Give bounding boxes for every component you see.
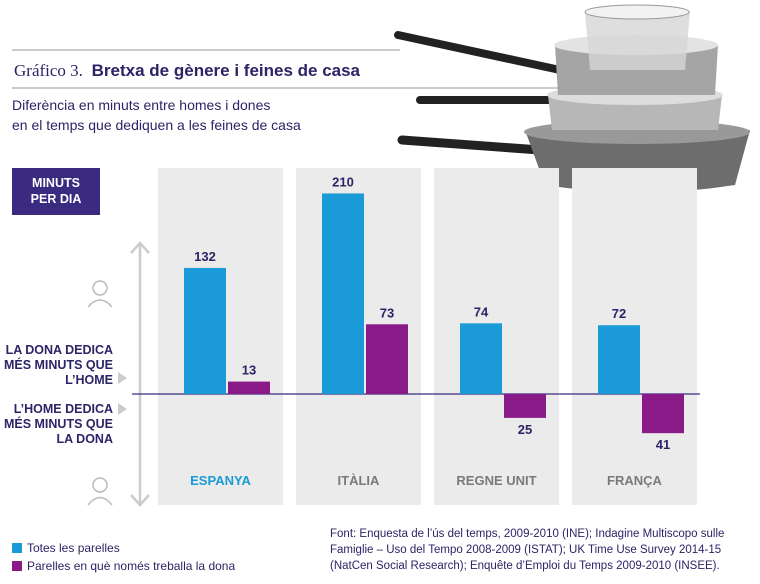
value-label: 74: [474, 304, 489, 319]
legend-label: Parelles en què només treballa la dona: [27, 559, 235, 573]
arrow: [130, 241, 150, 507]
pointer: [118, 372, 127, 384]
x-tick-label: ITÀLIA: [338, 473, 380, 488]
annotation: MÉS MINUTS QUE: [4, 416, 113, 431]
x-tick-label: ESPANYA: [190, 473, 251, 488]
bar: [322, 193, 364, 394]
value-label: 210: [332, 174, 354, 189]
annotation: LA DONA DEDICA: [6, 343, 113, 357]
annotation: MÉS MINUTS QUE: [4, 357, 113, 372]
value-label: 41: [656, 437, 670, 452]
plot: ESPANYA ITÀLIA REGNE UNIT FRANÇA 132 210 74 72 1…: [132, 168, 700, 505]
unit-label: MINUTS: [32, 176, 80, 190]
value-label: 72: [612, 306, 626, 321]
bar: [366, 324, 408, 394]
value-label: 13: [242, 363, 256, 378]
illustration: [394, 4, 750, 193]
title: Bretxa de gènere i feines de casa: [92, 61, 361, 80]
legend-swatch: [12, 543, 22, 553]
value-label: 25: [518, 422, 532, 437]
annotation: L’HOME DEDICA: [14, 402, 113, 416]
legend-swatch: [12, 561, 22, 571]
bar: [504, 394, 546, 418]
value-label: 132: [194, 249, 216, 264]
man-icon: [87, 477, 113, 506]
bar: [184, 267, 226, 394]
unit-label: PER DIA: [31, 192, 82, 206]
legend-label: Totes les parelles: [27, 541, 120, 555]
source: (NatCen Social Research); Enquête d’Empl…: [330, 560, 720, 572]
chart-title: Gráfico 3. Bretxa de gènere i feines de …: [14, 61, 361, 80]
x-tick-label: FRANÇA: [607, 473, 662, 488]
bar: [642, 394, 684, 434]
bar: [228, 381, 270, 394]
x-tick-label: REGNE UNIT: [456, 473, 536, 488]
pointer: [118, 403, 127, 415]
value-label: 73: [380, 305, 394, 320]
figure-label: Gráfico 3.: [14, 61, 83, 80]
annotation: L’HOME: [65, 373, 113, 387]
unit-box: [12, 168, 100, 215]
source: Font: Enquesta de l’ús del temps, 2009-2…: [330, 528, 724, 540]
woman-icon: [87, 280, 113, 308]
annotation: LA DONA: [57, 432, 113, 446]
bar: [460, 323, 502, 394]
source: Famiglie – Uso del Tempo 2008-2009 (ISTA…: [330, 544, 721, 556]
subtitle: en el temps que dediquen a les feines de…: [12, 117, 301, 133]
subtitle: Diferència en minuts entre homes i dones: [12, 97, 270, 113]
bar: [598, 325, 640, 394]
